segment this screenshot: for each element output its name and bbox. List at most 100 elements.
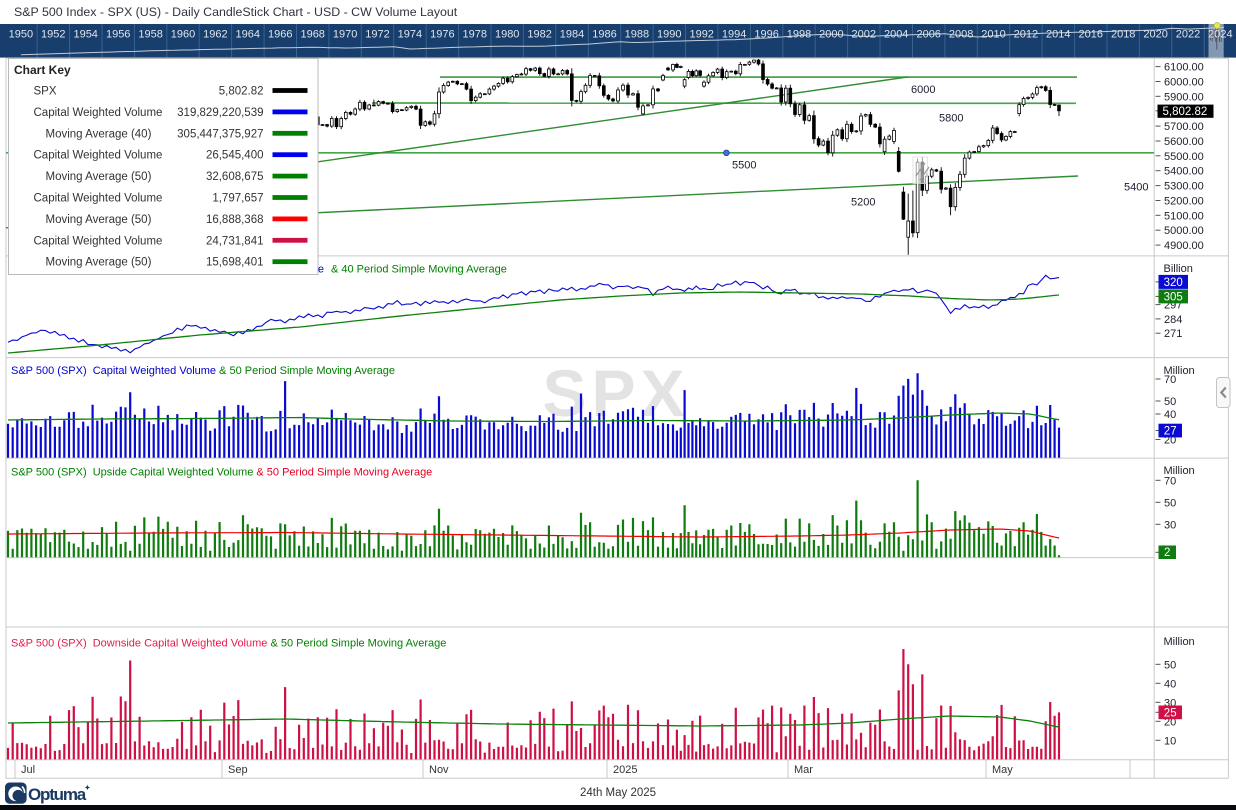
- svg-text:305,447,375,927: 305,447,375,927: [177, 128, 263, 140]
- svg-text:2010: 2010: [981, 29, 1005, 41]
- svg-text:1974: 1974: [398, 29, 422, 41]
- svg-text:5600.00: 5600.00: [1164, 136, 1204, 148]
- svg-text:5900.00: 5900.00: [1164, 91, 1204, 103]
- svg-text:1,797,657: 1,797,657: [212, 193, 263, 205]
- svg-text:Jul: Jul: [21, 764, 35, 776]
- svg-text:1970: 1970: [333, 29, 357, 41]
- svg-text:S&P 500 Index - SPX (US) - Dai: S&P 500 Index - SPX (US) - Daily CandleS…: [14, 5, 458, 19]
- svg-text:1958: 1958: [138, 29, 162, 41]
- svg-text:1972: 1972: [365, 29, 389, 41]
- svg-text:50: 50: [1164, 659, 1176, 671]
- svg-text:6000.00: 6000.00: [1164, 77, 1204, 89]
- svg-text:30: 30: [1164, 519, 1176, 531]
- svg-text:2006: 2006: [916, 29, 940, 41]
- svg-text:1966: 1966: [268, 29, 292, 41]
- svg-text:1986: 1986: [592, 29, 616, 41]
- svg-text:SPX: SPX: [34, 86, 57, 98]
- svg-text:70: 70: [1164, 475, 1176, 487]
- svg-text:1964: 1964: [236, 29, 260, 41]
- svg-text:2022: 2022: [1176, 29, 1200, 41]
- svg-text:5200.00: 5200.00: [1164, 196, 1204, 208]
- svg-text:Million: Million: [1164, 636, 1195, 648]
- svg-text:Moving Average (50): Moving Average (50): [46, 171, 152, 183]
- svg-text:Capital Weighted Volume: Capital Weighted Volume: [34, 193, 163, 205]
- svg-text:Million: Million: [1164, 465, 1195, 477]
- svg-text:20: 20: [1164, 716, 1176, 728]
- svg-text:10: 10: [1164, 735, 1176, 747]
- svg-text:Capital Weighted Volume: Capital Weighted Volume: [34, 107, 163, 119]
- svg-text:4900.00: 4900.00: [1164, 240, 1204, 252]
- svg-text:1956: 1956: [106, 29, 130, 41]
- svg-text:24th May 2025: 24th May 2025: [580, 787, 656, 799]
- svg-text:27: 27: [1164, 426, 1177, 438]
- svg-text:271: 271: [1164, 328, 1182, 340]
- svg-text:Capital Weighted Volume: Capital Weighted Volume: [34, 150, 163, 162]
- svg-text:✦: ✦: [85, 784, 91, 792]
- svg-text:2012: 2012: [1014, 29, 1038, 41]
- svg-text:1954: 1954: [73, 29, 97, 41]
- svg-text:SPX: SPX: [542, 356, 689, 430]
- svg-text:5300.00: 5300.00: [1164, 181, 1204, 193]
- svg-text:5400.00: 5400.00: [1164, 166, 1204, 178]
- svg-text:5,802.82: 5,802.82: [1163, 106, 1208, 118]
- svg-text:2: 2: [1164, 547, 1170, 559]
- svg-text:1962: 1962: [203, 29, 227, 41]
- svg-text:S&P 500 (SPX) Upside Capital: S&P 500 (SPX) Upside Capital Weighted Vo…: [11, 467, 432, 479]
- svg-text:305: 305: [1164, 291, 1183, 303]
- svg-text:1960: 1960: [171, 29, 195, 41]
- svg-text:& 40 Period Simple Moving Aver: & 40 Period Simple Moving Average: [331, 264, 507, 276]
- svg-text:5000.00: 5000.00: [1164, 225, 1204, 237]
- svg-text:Chart Key: Chart Key: [14, 63, 71, 77]
- svg-text:16,888,368: 16,888,368: [206, 214, 264, 226]
- svg-text:1980: 1980: [495, 29, 519, 41]
- svg-text:1978: 1978: [463, 29, 487, 41]
- svg-text:2016: 2016: [1079, 29, 1103, 41]
- svg-text:May: May: [992, 764, 1013, 776]
- svg-text:1984: 1984: [560, 29, 584, 41]
- svg-text:Nov: Nov: [429, 764, 449, 776]
- svg-text:5800: 5800: [939, 113, 963, 125]
- svg-text:2014: 2014: [1046, 29, 1070, 41]
- svg-text:Capital Weighted Volume: Capital Weighted Volume: [34, 235, 163, 247]
- svg-text:1950: 1950: [9, 29, 33, 41]
- svg-text:1996: 1996: [754, 29, 778, 41]
- svg-text:2008: 2008: [949, 29, 973, 41]
- svg-text:2000: 2000: [819, 29, 843, 41]
- svg-text:320: 320: [1164, 277, 1183, 289]
- svg-text:1982: 1982: [527, 29, 551, 41]
- svg-text:Moving Average (40): Moving Average (40): [46, 128, 152, 140]
- svg-text:2004: 2004: [884, 29, 908, 41]
- svg-text:Billion: Billion: [1164, 263, 1193, 275]
- svg-text:5500: 5500: [732, 160, 756, 172]
- svg-text:2002: 2002: [852, 29, 876, 41]
- svg-text:5400: 5400: [1124, 182, 1148, 194]
- svg-text:S&P 500 (SPX) Capital Weighte: S&P 500 (SPX) Capital Weighted Volume & …: [11, 365, 395, 377]
- svg-text:70: 70: [1164, 374, 1176, 386]
- svg-text:50: 50: [1164, 396, 1176, 408]
- svg-text:40: 40: [1164, 409, 1176, 421]
- svg-text:20: 20: [1164, 435, 1176, 447]
- svg-text:5100.00: 5100.00: [1164, 210, 1204, 222]
- svg-text:6000: 6000: [911, 84, 935, 96]
- svg-text:2025: 2025: [613, 764, 637, 776]
- svg-text:25: 25: [1164, 707, 1177, 719]
- svg-text:2018: 2018: [1111, 29, 1135, 41]
- svg-text:Sep: Sep: [228, 764, 248, 776]
- svg-text:Moving Average (50): Moving Average (50): [46, 214, 152, 226]
- svg-text:26,545,400: 26,545,400: [206, 150, 264, 162]
- svg-text:319,829,220,539: 319,829,220,539: [177, 107, 263, 119]
- svg-text:5700.00: 5700.00: [1164, 121, 1204, 133]
- svg-text:50: 50: [1164, 497, 1176, 509]
- svg-text:Million: Million: [1164, 365, 1195, 377]
- svg-text:5500.00: 5500.00: [1164, 151, 1204, 163]
- svg-text:1992: 1992: [689, 29, 713, 41]
- svg-text:32,608,675: 32,608,675: [206, 171, 264, 183]
- svg-text:Optuma: Optuma: [28, 785, 87, 804]
- svg-text:5,802.82: 5,802.82: [219, 86, 264, 98]
- svg-text:40: 40: [1164, 678, 1176, 690]
- svg-text:284: 284: [1164, 314, 1182, 326]
- svg-text:24,731,841: 24,731,841: [206, 235, 264, 247]
- svg-text:Mar: Mar: [794, 764, 813, 776]
- svg-text:1990: 1990: [657, 29, 681, 41]
- svg-text:Moving Average (50): Moving Average (50): [46, 257, 152, 269]
